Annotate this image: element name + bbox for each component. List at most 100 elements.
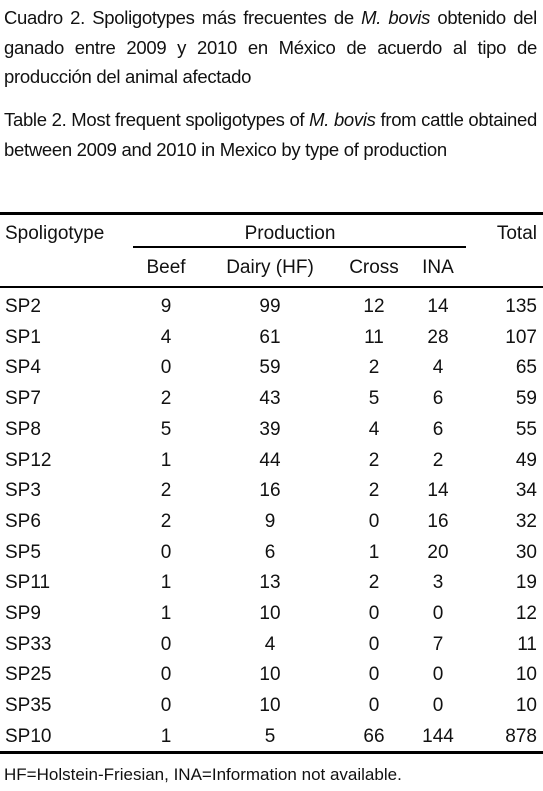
subheader-cell: Dairy (HF) bbox=[226, 257, 314, 278]
cell: 5 bbox=[264, 725, 276, 747]
cell: 1 bbox=[160, 572, 172, 594]
row-label: SP3 bbox=[5, 480, 41, 502]
row-label: SP1 bbox=[5, 326, 41, 348]
bottom-rule bbox=[0, 751, 543, 754]
cell: 5 bbox=[368, 388, 380, 410]
caption-italic: M. bovis bbox=[309, 109, 376, 130]
cell: 0 bbox=[160, 357, 172, 379]
cell: 6 bbox=[432, 388, 444, 410]
row-label: SP7 bbox=[5, 388, 41, 410]
cell: 6 bbox=[264, 541, 276, 563]
row-label: SP6 bbox=[5, 510, 41, 532]
cell: 20 bbox=[427, 541, 449, 563]
cell: 43 bbox=[259, 388, 281, 410]
top-rule bbox=[0, 212, 543, 215]
cell: 3 bbox=[432, 572, 444, 594]
row-label: SP9 bbox=[5, 603, 41, 624]
caption-en: Table 2. Most frequent spoligotypes of M… bbox=[4, 105, 537, 164]
cell: 5 bbox=[160, 418, 172, 440]
cell: 10 bbox=[515, 664, 537, 686]
caption-es: Cuadro 2. Spoligotypes más frecuentes de… bbox=[4, 3, 537, 92]
cell: 10 bbox=[515, 695, 537, 717]
cell: 4 bbox=[368, 418, 380, 440]
cell: 4 bbox=[160, 326, 172, 348]
group-rule bbox=[133, 246, 466, 248]
cell: 10 bbox=[259, 603, 281, 624]
cell: 0 bbox=[368, 603, 380, 624]
cell: 0 bbox=[432, 695, 444, 717]
row-label: SP5 bbox=[5, 541, 41, 563]
cell: 144 bbox=[422, 725, 454, 747]
cell: 10 bbox=[259, 695, 281, 717]
row-label: SP33 bbox=[5, 633, 52, 655]
cell: 16 bbox=[427, 510, 449, 532]
cell: 1 bbox=[368, 541, 380, 563]
caption-text: Table 2. Most frequent spoligotypes of bbox=[4, 109, 310, 130]
subheader-cell: Beef bbox=[146, 257, 186, 278]
row-label: SP8 bbox=[5, 418, 41, 440]
mid-rule bbox=[0, 286, 543, 288]
cell: 2 bbox=[160, 510, 172, 532]
header-cell: Production bbox=[244, 223, 336, 244]
cell: 0 bbox=[368, 695, 380, 717]
cell: 0 bbox=[368, 510, 380, 532]
cell: 0 bbox=[432, 664, 444, 686]
cell: 878 bbox=[505, 725, 537, 747]
cell: 0 bbox=[368, 664, 380, 686]
cell: 4 bbox=[264, 633, 276, 655]
cell: 2 bbox=[368, 480, 380, 502]
row-label: SP35 bbox=[5, 695, 52, 717]
cell: 7 bbox=[432, 633, 444, 655]
cell: 1 bbox=[160, 725, 172, 747]
header-cell: Spoligotype bbox=[5, 223, 105, 244]
row-label: SP2 bbox=[5, 296, 41, 317]
cell: 49 bbox=[515, 449, 537, 471]
cell: 1 bbox=[160, 603, 172, 624]
cell: 4 bbox=[432, 357, 444, 379]
cell: 44 bbox=[259, 449, 281, 471]
cell: 9 bbox=[264, 510, 276, 532]
cell: 0 bbox=[432, 603, 444, 624]
cell: 0 bbox=[160, 664, 172, 686]
cell: 12 bbox=[515, 603, 537, 624]
cell: 59 bbox=[259, 357, 281, 379]
cell: 0 bbox=[160, 633, 172, 655]
cell: 11 bbox=[517, 633, 537, 655]
cell: 66 bbox=[363, 725, 385, 747]
cell: 2 bbox=[368, 572, 380, 594]
cell: 61 bbox=[259, 326, 281, 348]
header-cell: Total bbox=[496, 223, 537, 244]
cell: 14 bbox=[427, 296, 449, 317]
cell: 32 bbox=[515, 510, 537, 532]
cell: 19 bbox=[515, 572, 537, 594]
cell: 0 bbox=[368, 633, 380, 655]
cell: 14 bbox=[427, 480, 449, 502]
cell: 2 bbox=[432, 449, 444, 471]
cell: 65 bbox=[515, 357, 537, 379]
cell: 30 bbox=[515, 541, 537, 563]
cell: 28 bbox=[427, 326, 449, 348]
row-label: SP4 bbox=[5, 357, 41, 379]
cell: 2 bbox=[368, 449, 380, 471]
caption-text: Cuadro 2. Spoligotypes más frecuentes de bbox=[4, 7, 362, 28]
cell: 0 bbox=[160, 695, 172, 717]
cell: 1 bbox=[160, 449, 172, 471]
cell: 0 bbox=[160, 541, 172, 563]
cell: 11 bbox=[364, 326, 384, 348]
footnote: HF=Holstein-Friesian, INA=Information no… bbox=[4, 765, 402, 784]
cell: 55 bbox=[515, 418, 537, 440]
cell: 12 bbox=[363, 296, 385, 317]
cell: 6 bbox=[432, 418, 444, 440]
subheader-cell: Cross bbox=[349, 257, 399, 278]
caption-text: obtenido del ganado entre 2009 y 2010 en… bbox=[4, 7, 537, 87]
cell: 13 bbox=[259, 572, 281, 594]
row-label: SP25 bbox=[5, 664, 52, 686]
caption-italic: M. bovis bbox=[361, 7, 431, 28]
caption-text: from cattle obtained between 2009 and 20… bbox=[4, 109, 538, 160]
cell: 2 bbox=[160, 480, 172, 502]
cell: 16 bbox=[259, 480, 281, 502]
cell: 39 bbox=[259, 418, 281, 440]
cell: 135 bbox=[505, 296, 537, 317]
row-label: SP11 bbox=[5, 572, 51, 594]
